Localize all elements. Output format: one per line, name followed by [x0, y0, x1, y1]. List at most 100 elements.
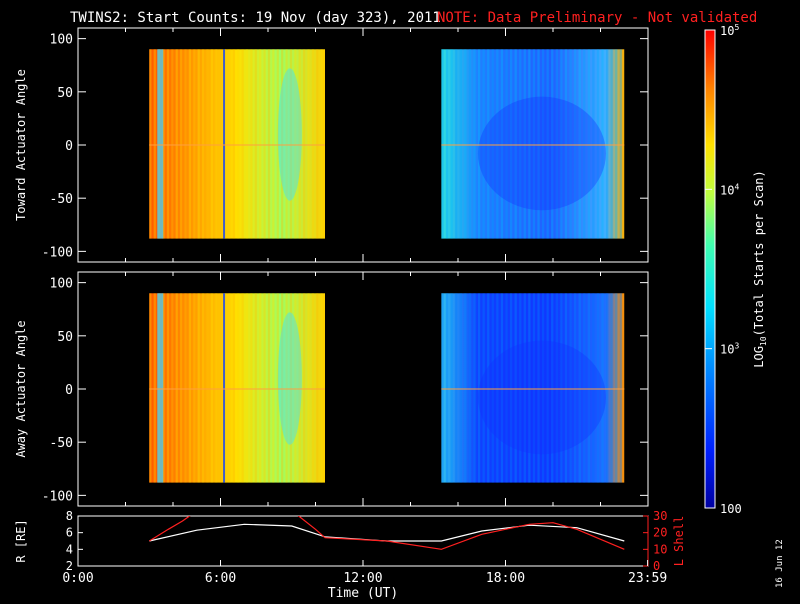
heatmap-column [592, 293, 595, 483]
heatmap-column [610, 293, 613, 483]
heatmap-column [267, 49, 271, 239]
heatmap-column [441, 293, 444, 483]
heatmap-fill [149, 49, 325, 239]
heatmap-column [281, 49, 284, 239]
heatmap-column [473, 49, 476, 239]
heatmap-column [201, 49, 205, 239]
heatmap-column [166, 293, 170, 483]
y-tick-label: -100 [42, 489, 73, 504]
heatmap-column [149, 49, 152, 239]
heatmap-column [587, 293, 590, 483]
heatmap-column [307, 49, 310, 239]
heatmap-column [505, 49, 508, 239]
y-tick-label: -50 [50, 192, 73, 207]
heatmap-column [193, 293, 196, 483]
colorbar-tick-base: 10 [720, 24, 734, 38]
colorbar-tick-base: 10 [720, 343, 734, 357]
heatmap-column [162, 293, 165, 483]
heatmap-column [320, 49, 323, 239]
heatmap-column [166, 49, 170, 239]
heatmap-column [509, 293, 513, 483]
heatmap-column [272, 293, 275, 483]
heatmap-column [551, 293, 554, 483]
heatmap-column [482, 293, 485, 483]
heatmap-feature [477, 340, 606, 455]
heatmap-block-2 [441, 49, 625, 239]
heatmap-column [564, 49, 568, 239]
heatmap-streak [157, 293, 164, 483]
right-y-tick-label: 0 [653, 559, 660, 573]
heatmap-column [555, 49, 558, 239]
heatmap-column [601, 293, 604, 483]
right-y-tick-label: 20 [653, 526, 667, 540]
colorbar-tick-exp: 3 [734, 342, 739, 351]
heatmap-column [320, 293, 323, 483]
heatmap-column [241, 49, 244, 239]
heatmap-column [546, 293, 549, 483]
x-axis-label: Time (UT) [328, 586, 398, 600]
heatmap-column [468, 49, 472, 239]
heatmap-column [201, 293, 205, 483]
x-tick-label: 12:00 [343, 571, 382, 586]
colorbar-tick-base: 10 [720, 183, 734, 197]
heatmap-column [532, 49, 536, 239]
heatmap-column [619, 49, 622, 239]
heatmap-column [560, 293, 563, 483]
heatmap-column [210, 49, 213, 239]
x-tick-label: 23:59 [628, 571, 667, 586]
heatmap-column [537, 49, 540, 239]
heatmap-column [153, 49, 156, 239]
heatmap-column [153, 293, 156, 483]
heatmap-zero-band [441, 144, 625, 146]
heatmap-column [232, 293, 235, 483]
heatmap-column [250, 293, 253, 483]
heatmap-column [245, 293, 249, 483]
heatmap-column [197, 49, 200, 239]
left-axis-label: R [RE] [14, 519, 28, 562]
heatmap-column [583, 293, 586, 483]
left-y-tick-label: 2 [66, 559, 73, 573]
heatmap-column [162, 49, 165, 239]
heatmap-panel-2: 100 50 0 -50 -100 Away Actuator Angle [14, 271, 649, 507]
heatmap-column [523, 293, 526, 483]
left-y-tick-label: 8 [66, 509, 73, 523]
heatmap-column [587, 49, 590, 239]
heatmap-column [228, 49, 231, 239]
date-stamp: 16 Jun 12 [775, 539, 785, 588]
y-axis-label: Away Actuator Angle [14, 320, 28, 457]
heatmap-block-1 [149, 293, 325, 483]
heatmap-column [307, 293, 310, 483]
line-panel: 2 4 6 8 0 10 20 30 0:00 6:00 12:00 18:00 23:59 R [RE]… [14, 509, 686, 601]
heatmap-column [180, 293, 183, 483]
heatmap-column [496, 49, 499, 239]
heatmap-feature [277, 68, 302, 201]
heatmap-column [219, 49, 222, 239]
heatmap-streak [223, 49, 226, 239]
heatmap-column [477, 293, 481, 483]
heatmap-column [605, 293, 609, 483]
heatmap-column [445, 293, 449, 483]
heatmap-column [537, 293, 540, 483]
heatmap-column [519, 293, 522, 483]
heatmap-column [596, 49, 600, 239]
heatmap-column [455, 49, 458, 239]
heatmap-column [459, 293, 462, 483]
heatmap-column [276, 293, 279, 483]
heatmap-column [316, 293, 319, 483]
heatmap-column [241, 293, 244, 483]
heatmap-column [254, 49, 257, 239]
y-tick-label: -50 [50, 436, 73, 451]
right-axis-label: L Shell [672, 516, 686, 567]
heatmap-column [473, 293, 476, 483]
y-axis-label: Toward Actuator Angle [14, 69, 28, 221]
left-y-tick-label: 6 [66, 526, 73, 540]
heatmap-fill [441, 293, 625, 483]
heatmap-panel-1: 100 50 0 -50 -100 Toward Actuator Angle [14, 27, 649, 263]
heatmap-column [250, 49, 253, 239]
heatmap-column [564, 293, 568, 483]
y-tick-label: 100 [50, 277, 73, 292]
